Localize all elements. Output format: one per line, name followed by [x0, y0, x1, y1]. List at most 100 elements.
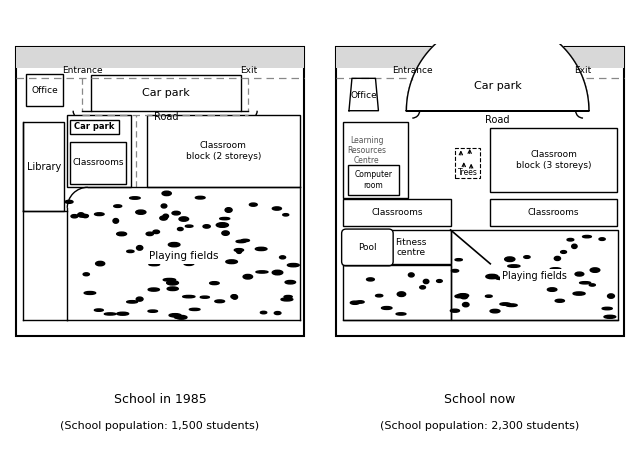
Ellipse shape [590, 268, 600, 272]
Ellipse shape [182, 295, 195, 298]
Ellipse shape [496, 277, 508, 280]
Ellipse shape [161, 204, 167, 208]
Text: School now: School now [444, 393, 516, 405]
Ellipse shape [599, 238, 605, 240]
Ellipse shape [77, 213, 84, 217]
Ellipse shape [175, 258, 182, 260]
Ellipse shape [455, 259, 462, 261]
Ellipse shape [172, 211, 180, 215]
Ellipse shape [376, 295, 383, 297]
Ellipse shape [275, 312, 281, 314]
Ellipse shape [136, 297, 143, 301]
Ellipse shape [573, 292, 585, 295]
Text: Classrooms: Classrooms [371, 208, 423, 217]
Text: Entrance: Entrance [392, 65, 433, 74]
Ellipse shape [176, 316, 187, 319]
Ellipse shape [116, 232, 127, 236]
Ellipse shape [168, 243, 180, 247]
Bar [147, 115, 300, 187]
Ellipse shape [71, 215, 78, 218]
Ellipse shape [179, 217, 189, 221]
Text: (School population: 2,300 students): (School population: 2,300 students) [380, 421, 580, 431]
Text: Computer
room: Computer room [355, 170, 392, 189]
Ellipse shape [575, 272, 584, 276]
Ellipse shape [177, 227, 183, 230]
Ellipse shape [241, 239, 250, 242]
Ellipse shape [114, 205, 122, 207]
Ellipse shape [189, 308, 200, 310]
Ellipse shape [505, 257, 515, 262]
Ellipse shape [604, 315, 616, 318]
Text: Classroom
block (3 storeys): Classroom block (3 storeys) [516, 150, 591, 170]
Text: Playing fields: Playing fields [149, 252, 218, 262]
Ellipse shape [136, 210, 146, 214]
Ellipse shape [148, 310, 157, 312]
Ellipse shape [455, 295, 463, 298]
Ellipse shape [561, 251, 566, 253]
Text: Office: Office [350, 92, 377, 101]
Bar [67, 115, 131, 187]
Ellipse shape [215, 300, 225, 303]
Ellipse shape [582, 235, 591, 238]
Ellipse shape [226, 260, 237, 263]
Ellipse shape [195, 196, 205, 199]
Ellipse shape [524, 256, 530, 258]
Ellipse shape [554, 257, 561, 261]
Ellipse shape [186, 225, 193, 227]
Ellipse shape [95, 213, 104, 216]
Ellipse shape [83, 215, 88, 218]
Ellipse shape [104, 313, 116, 315]
Ellipse shape [461, 295, 468, 299]
Ellipse shape [200, 296, 209, 298]
Ellipse shape [458, 294, 468, 298]
Text: Car park: Car park [142, 88, 190, 98]
Ellipse shape [225, 208, 232, 212]
Ellipse shape [203, 225, 211, 228]
Ellipse shape [272, 207, 282, 210]
Ellipse shape [451, 309, 460, 312]
Ellipse shape [210, 282, 219, 285]
Ellipse shape [490, 309, 500, 313]
Ellipse shape [285, 281, 296, 284]
Ellipse shape [396, 313, 406, 315]
Ellipse shape [500, 303, 511, 305]
Text: Classrooms: Classrooms [528, 208, 579, 217]
Ellipse shape [136, 245, 143, 250]
Ellipse shape [547, 288, 557, 291]
Ellipse shape [260, 311, 267, 314]
Ellipse shape [555, 299, 564, 302]
Bar [490, 199, 617, 226]
Ellipse shape [236, 240, 246, 243]
Ellipse shape [272, 270, 283, 275]
Text: Road: Road [485, 115, 510, 124]
Bar [348, 165, 399, 195]
Ellipse shape [283, 214, 289, 216]
Ellipse shape [350, 301, 360, 304]
Ellipse shape [84, 291, 95, 295]
Ellipse shape [508, 265, 520, 267]
Text: Classrooms: Classrooms [72, 158, 124, 167]
Ellipse shape [572, 244, 577, 249]
Bar [70, 142, 126, 184]
Text: Trees: Trees [458, 168, 477, 177]
Text: Office: Office [31, 86, 58, 95]
Bar [343, 123, 408, 198]
Ellipse shape [486, 274, 498, 279]
Ellipse shape [463, 303, 469, 307]
Ellipse shape [451, 269, 459, 272]
Bar [343, 265, 451, 320]
Ellipse shape [148, 288, 159, 291]
Ellipse shape [113, 219, 118, 223]
Text: Playing fields: Playing fields [502, 271, 567, 281]
Ellipse shape [232, 295, 237, 299]
Bar [26, 74, 63, 106]
Ellipse shape [149, 263, 159, 266]
Ellipse shape [187, 259, 198, 263]
Ellipse shape [160, 216, 167, 220]
Ellipse shape [79, 214, 88, 217]
Ellipse shape [423, 279, 429, 284]
Bar [343, 199, 451, 226]
Ellipse shape [420, 286, 426, 289]
Text: Fitness
centre: Fitness centre [395, 238, 426, 258]
Ellipse shape [256, 271, 268, 273]
